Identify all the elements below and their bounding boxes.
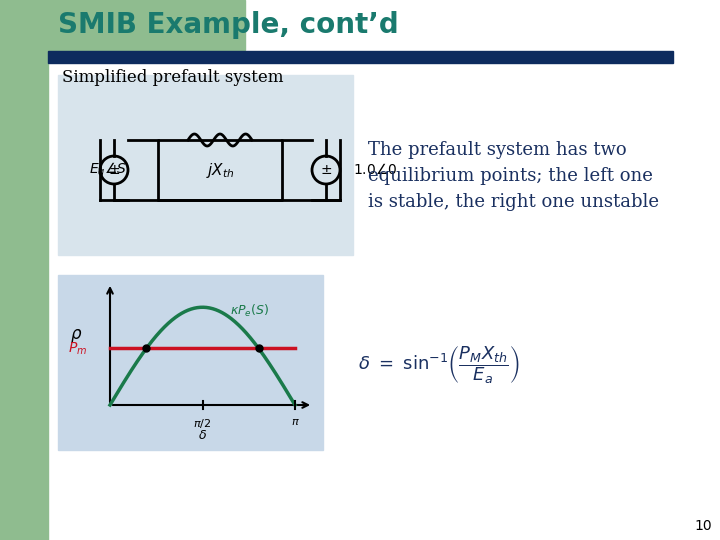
Text: $\rho$: $\rho$ <box>70 327 82 345</box>
Bar <box>48 51 673 63</box>
Text: $jX_{th}$: $jX_{th}$ <box>206 160 234 179</box>
Text: SMIB Example, cont’d: SMIB Example, cont’d <box>58 11 399 39</box>
Text: 10: 10 <box>694 519 712 533</box>
Text: $1.0\angle 0$: $1.0\angle 0$ <box>353 163 397 178</box>
Text: $\pi$: $\pi$ <box>291 417 300 427</box>
Text: ±: ± <box>108 163 120 177</box>
Text: Simplified prefault system: Simplified prefault system <box>62 70 284 86</box>
Text: equilibrium points; the left one: equilibrium points; the left one <box>368 167 653 185</box>
Bar <box>58 75 353 255</box>
Text: $P_m$: $P_m$ <box>68 340 88 356</box>
Text: $\delta \ = \ \sin^{-1}\!\left(\dfrac{P_M X_{th}}{E_a}\right)$: $\delta \ = \ \sin^{-1}\!\left(\dfrac{P_… <box>358 344 520 386</box>
Text: The prefault system has two: The prefault system has two <box>368 141 626 159</box>
Text: $\delta$: $\delta$ <box>198 429 207 442</box>
Text: $E_q\angle S$: $E_q\angle S$ <box>89 160 127 180</box>
Text: $\kappa P_e(S)$: $\kappa P_e(S)$ <box>230 302 269 319</box>
Text: $\pi/2$: $\pi/2$ <box>194 417 212 430</box>
Bar <box>0 0 48 540</box>
Text: ±: ± <box>320 163 332 177</box>
Text: is stable, the right one unstable: is stable, the right one unstable <box>368 193 659 211</box>
Bar <box>0 0 245 50</box>
Bar <box>58 275 323 450</box>
